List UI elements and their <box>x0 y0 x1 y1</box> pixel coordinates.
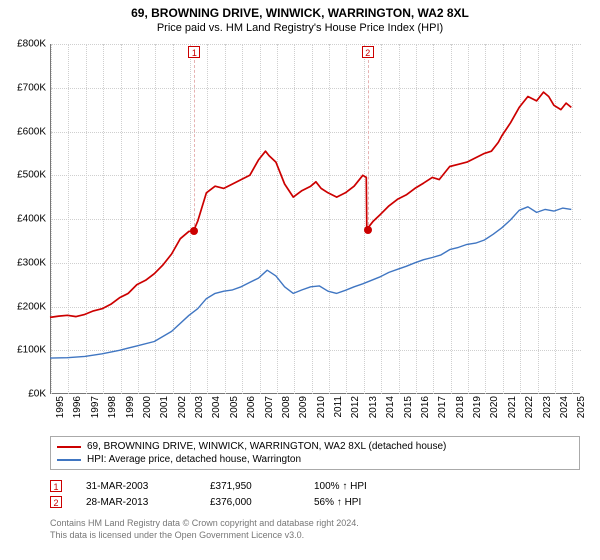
line-series <box>50 44 580 394</box>
footer-attribution: Contains HM Land Registry data © Crown c… <box>50 518 580 541</box>
xtick-label: 2019 <box>472 396 483 418</box>
legend-swatch <box>57 446 81 448</box>
xtick-label: 2025 <box>576 396 587 418</box>
xtick-label: 2001 <box>159 396 170 418</box>
ytick-label: £100K <box>0 345 46 356</box>
ytick-label: £300K <box>0 257 46 268</box>
legend-label: 69, BROWNING DRIVE, WINWICK, WARRINGTON,… <box>87 441 446 452</box>
xtick-label: 1996 <box>72 396 83 418</box>
xtick-label: 2013 <box>368 396 379 418</box>
ytick-label: £700K <box>0 82 46 93</box>
xtick-label: 2008 <box>281 396 292 418</box>
xtick-label: 2016 <box>420 396 431 418</box>
chart-title: 69, BROWNING DRIVE, WINWICK, WARRINGTON,… <box>0 0 600 20</box>
event-pct: 56% ↑ HPI <box>314 497 394 508</box>
xtick-label: 2012 <box>350 396 361 418</box>
events-table: 1 31-MAR-2003 £371,950 100% ↑ HPI 2 28-M… <box>50 478 580 510</box>
legend-swatch <box>57 459 81 461</box>
xtick-label: 2010 <box>316 396 327 418</box>
xtick-label: 1999 <box>125 396 136 418</box>
ytick-label: £0K <box>0 389 46 400</box>
xtick-label: 2014 <box>385 396 396 418</box>
plot-area: £0K£100K£200K£300K£400K£500K£600K£700K£8… <box>50 44 580 394</box>
xtick-label: 1995 <box>55 396 66 418</box>
footer-line: This data is licensed under the Open Gov… <box>50 530 580 542</box>
series-price_paid <box>50 92 571 317</box>
xtick-label: 2009 <box>298 396 309 418</box>
xtick-label: 2021 <box>507 396 518 418</box>
xtick-label: 2006 <box>246 396 257 418</box>
chart-subtitle: Price paid vs. HM Land Registry's House … <box>0 20 600 34</box>
event-date: 28-MAR-2013 <box>86 497 186 508</box>
xtick-label: 2024 <box>559 396 570 418</box>
xtick-label: 2004 <box>211 396 222 418</box>
xtick-label: 2017 <box>437 396 448 418</box>
xtick-label: 2002 <box>177 396 188 418</box>
footer-line: Contains HM Land Registry data © Crown c… <box>50 518 580 530</box>
xtick-label: 1997 <box>90 396 101 418</box>
xtick-label: 2003 <box>194 396 205 418</box>
event-pct: 100% ↑ HPI <box>314 481 394 492</box>
ytick-label: £500K <box>0 170 46 181</box>
xtick-label: 2020 <box>489 396 500 418</box>
ytick-label: £800K <box>0 39 46 50</box>
event-date: 31-MAR-2003 <box>86 481 186 492</box>
xtick-label: 2000 <box>142 396 153 418</box>
event-price: £376,000 <box>210 497 290 508</box>
xtick-label: 2005 <box>229 396 240 418</box>
legend-box: 69, BROWNING DRIVE, WINWICK, WARRINGTON,… <box>50 436 580 470</box>
event-price: £371,950 <box>210 481 290 492</box>
legend-item: 69, BROWNING DRIVE, WINWICK, WARRINGTON,… <box>57 440 573 453</box>
xtick-label: 2023 <box>542 396 553 418</box>
series-hpi <box>50 207 571 358</box>
xtick-label: 2007 <box>264 396 275 418</box>
legend-label: HPI: Average price, detached house, Warr… <box>87 454 301 465</box>
legend-item: HPI: Average price, detached house, Warr… <box>57 453 573 466</box>
event-marker-icon: 2 <box>50 496 62 508</box>
event-row: 1 31-MAR-2003 £371,950 100% ↑ HPI <box>50 478 580 494</box>
xtick-label: 2018 <box>455 396 466 418</box>
xtick-label: 2022 <box>524 396 535 418</box>
chart-container: 69, BROWNING DRIVE, WINWICK, WARRINGTON,… <box>0 0 600 560</box>
event-row: 2 28-MAR-2013 £376,000 56% ↑ HPI <box>50 494 580 510</box>
ytick-label: £200K <box>0 301 46 312</box>
event-marker-icon: 1 <box>50 480 62 492</box>
xtick-label: 2015 <box>403 396 414 418</box>
ytick-label: £600K <box>0 126 46 137</box>
xtick-label: 2011 <box>333 396 344 418</box>
xtick-label: 1998 <box>107 396 118 418</box>
ytick-label: £400K <box>0 214 46 225</box>
